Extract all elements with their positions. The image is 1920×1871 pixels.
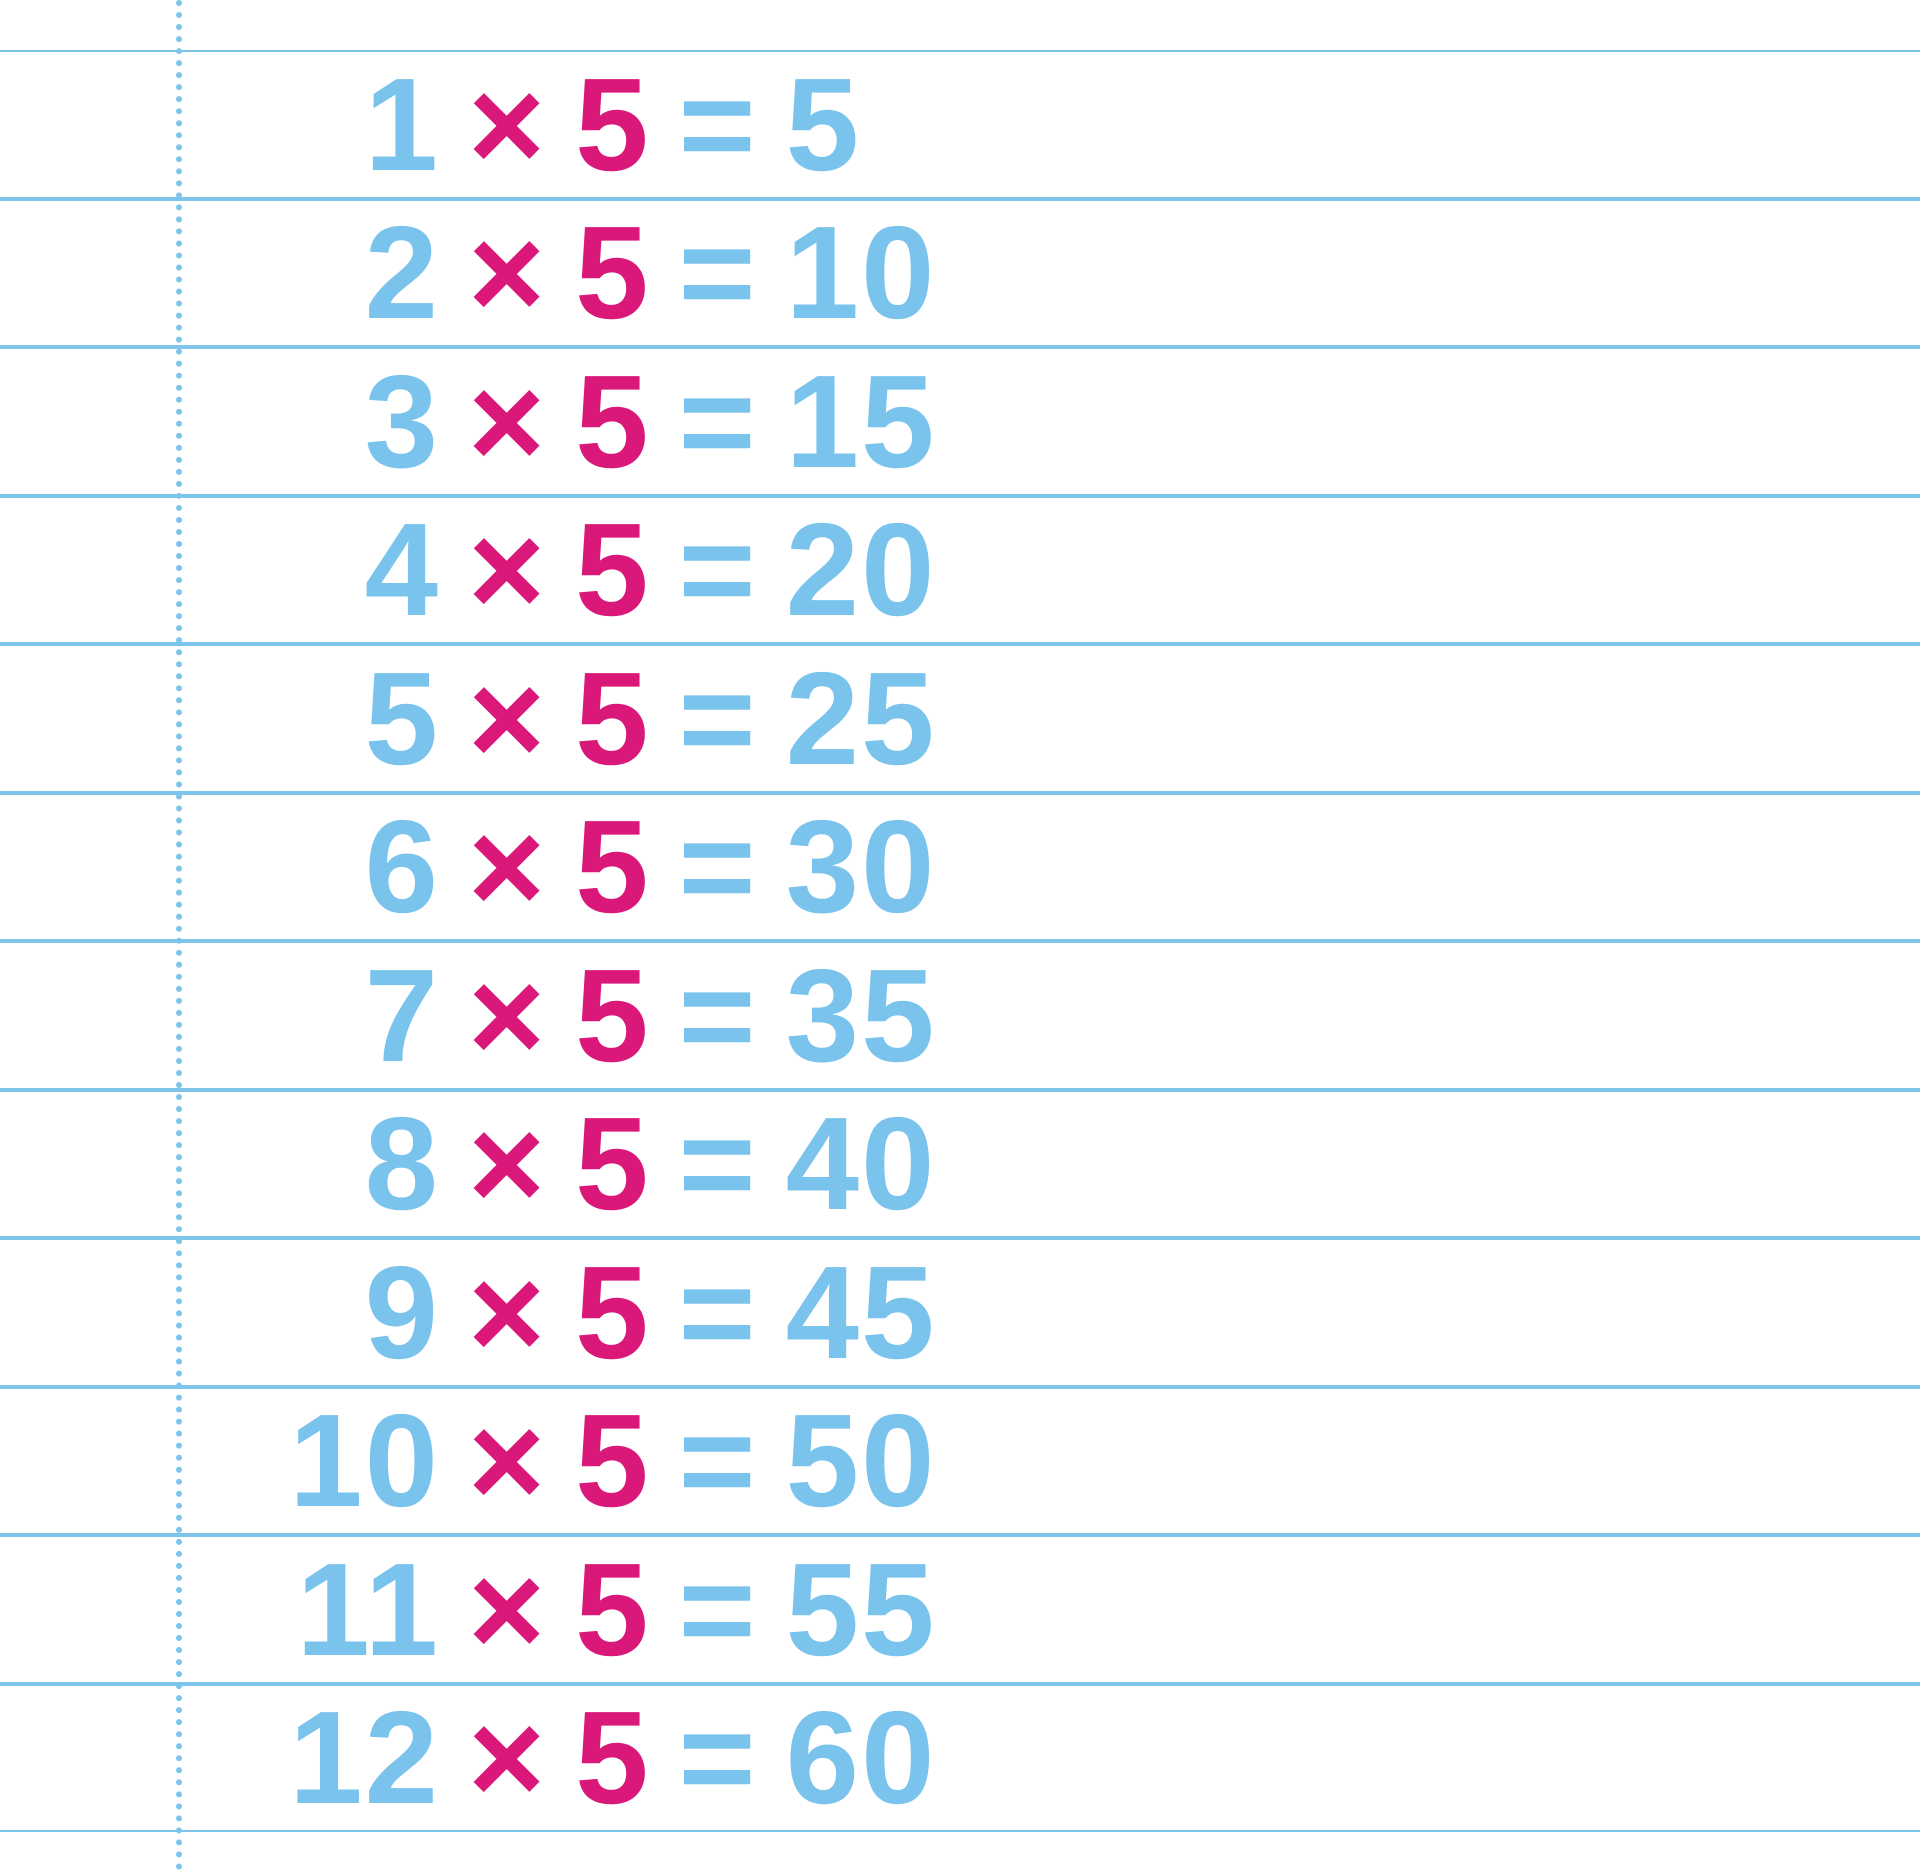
multiplicand: 12 (240, 1682, 440, 1833)
equation: 8×5=40 (240, 1088, 936, 1239)
multiplicand: 6 (240, 791, 440, 942)
product: 30 (786, 791, 937, 942)
table-row: 6×5=30 (0, 793, 1920, 942)
equals-symbol: = (679, 1682, 758, 1833)
equals-symbol: = (679, 1237, 758, 1388)
equation: 2×5=10 (240, 197, 936, 348)
product: 5 (786, 49, 861, 200)
equation: 5×5=25 (240, 643, 936, 794)
table-row: 8×5=40 (0, 1090, 1920, 1239)
equation: 12×5=60 (240, 1682, 936, 1833)
times-symbol: × (468, 197, 547, 348)
times-symbol: × (468, 940, 547, 1091)
multiplicand: 3 (240, 346, 440, 497)
equals-symbol: = (679, 940, 758, 1091)
multiplicand: 8 (240, 1088, 440, 1239)
multiplicand: 7 (240, 940, 440, 1091)
equation: 10×5=50 (240, 1385, 936, 1536)
equation: 3×5=15 (240, 346, 936, 497)
product: 20 (786, 494, 937, 645)
multiplicand: 1 (240, 49, 440, 200)
times-symbol: × (468, 346, 547, 497)
table-row: 7×5=35 (0, 941, 1920, 1090)
table-row: 10×5=50 (0, 1387, 1920, 1536)
equals-symbol: = (679, 1534, 758, 1685)
product: 10 (786, 197, 937, 348)
multiplier: 5 (575, 791, 650, 942)
equals-symbol: = (679, 346, 758, 497)
equation: 1×5=5 (240, 49, 861, 200)
product: 45 (786, 1237, 937, 1388)
table-row: 12×5=60 (0, 1684, 1920, 1833)
multiplier: 5 (575, 197, 650, 348)
product: 60 (786, 1682, 937, 1833)
product: 35 (786, 940, 937, 1091)
equals-symbol: = (679, 494, 758, 645)
times-symbol: × (468, 1385, 547, 1536)
product: 50 (786, 1385, 937, 1536)
multiplier: 5 (575, 1088, 650, 1239)
multiplicand: 9 (240, 1237, 440, 1388)
table-row: 4×5=20 (0, 496, 1920, 645)
table-row: 5×5=25 (0, 644, 1920, 793)
table-row: 9×5=45 (0, 1238, 1920, 1387)
multiplicand: 5 (240, 643, 440, 794)
times-symbol: × (468, 1682, 547, 1833)
multiplier: 5 (575, 1682, 650, 1833)
table-row: 1×5=5 (0, 50, 1920, 199)
multiplier: 5 (575, 1237, 650, 1388)
equals-symbol: = (679, 49, 758, 200)
times-symbol: × (468, 494, 547, 645)
multiplier: 5 (575, 940, 650, 1091)
multiplicand: 2 (240, 197, 440, 348)
equation: 6×5=30 (240, 791, 936, 942)
equation: 4×5=20 (240, 494, 936, 645)
table-row: 11×5=55 (0, 1535, 1920, 1684)
equals-symbol: = (679, 1088, 758, 1239)
equation: 11×5=55 (240, 1534, 936, 1685)
multiplicand: 10 (240, 1385, 440, 1536)
equals-symbol: = (679, 1385, 758, 1536)
equation: 9×5=45 (240, 1237, 936, 1388)
equals-symbol: = (679, 643, 758, 794)
multiplicand: 4 (240, 494, 440, 645)
multiplier: 5 (575, 494, 650, 645)
times-symbol: × (468, 1534, 547, 1685)
multiplicand: 11 (240, 1534, 440, 1685)
table-row: 2×5=10 (0, 199, 1920, 348)
times-symbol: × (468, 643, 547, 794)
times-symbol: × (468, 791, 547, 942)
times-symbol: × (468, 49, 547, 200)
multiplier: 5 (575, 346, 650, 497)
product: 40 (786, 1088, 937, 1239)
multiplier: 5 (575, 1534, 650, 1685)
product: 25 (786, 643, 937, 794)
equals-symbol: = (679, 791, 758, 942)
equals-symbol: = (679, 197, 758, 348)
equation: 7×5=35 (240, 940, 936, 1091)
multiplier: 5 (575, 1385, 650, 1536)
multiplier: 5 (575, 49, 650, 200)
notebook-page: 1×5=52×5=103×5=154×5=205×5=256×5=307×5=3… (0, 0, 1920, 1871)
times-symbol: × (468, 1088, 547, 1239)
multiplier: 5 (575, 643, 650, 794)
product: 15 (786, 346, 937, 497)
product: 55 (786, 1534, 937, 1685)
times-symbol: × (468, 1237, 547, 1388)
table-row: 3×5=15 (0, 347, 1920, 496)
